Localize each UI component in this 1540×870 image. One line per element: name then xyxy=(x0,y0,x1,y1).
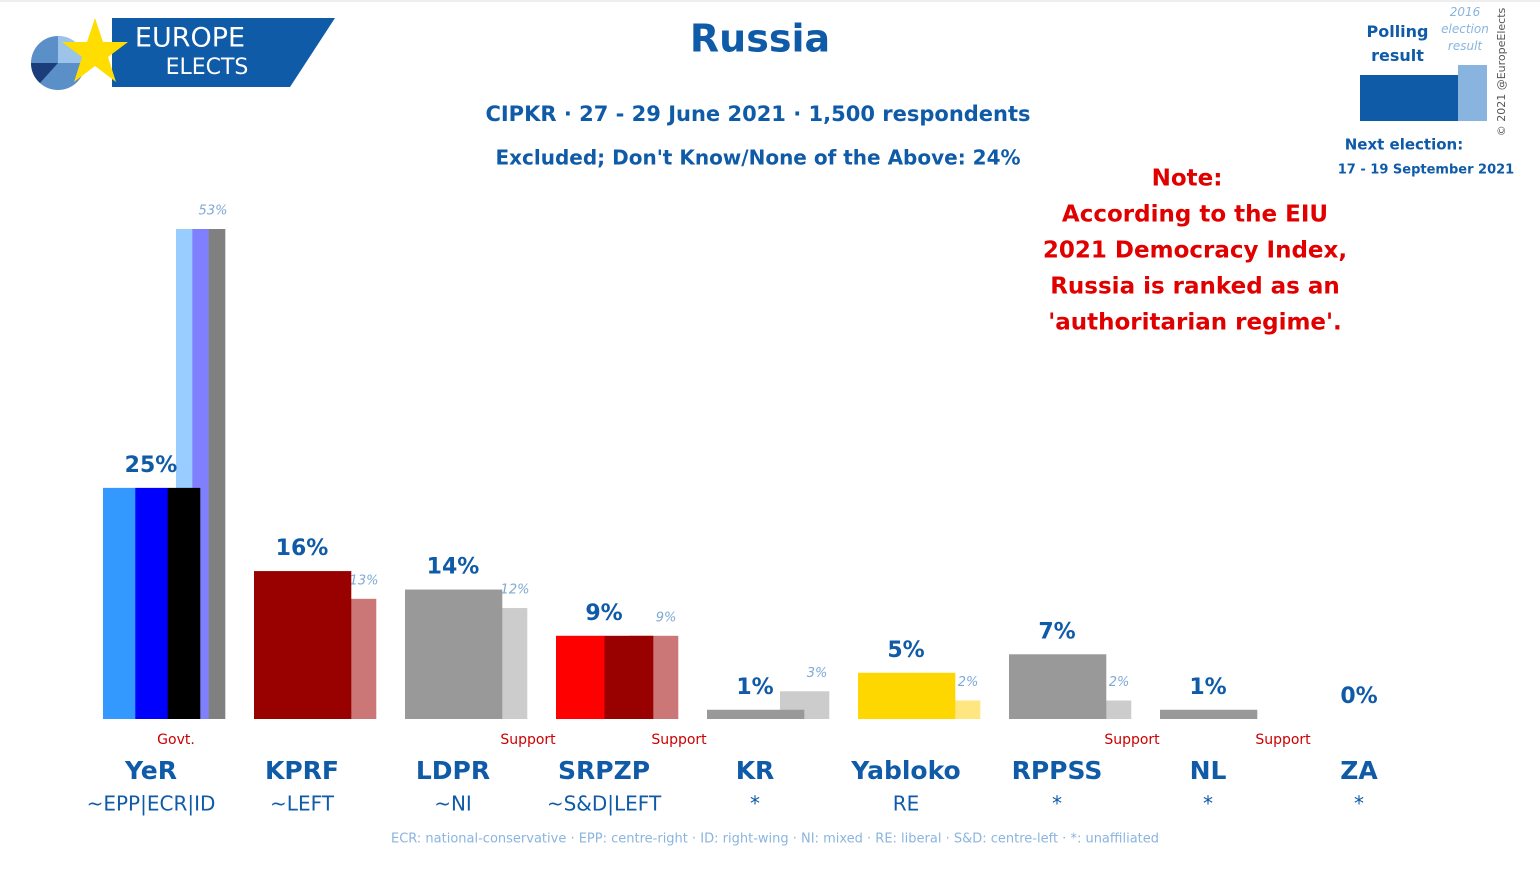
note-title: Note: xyxy=(1152,166,1223,192)
note-line: 2021 Democracy Index, xyxy=(1043,238,1347,264)
chart-subtitle: CIPKR · 27 - 29 June 2021 · 1,500 respon… xyxy=(485,102,1030,126)
footnote: ECR: national-conservative · EPP: centre… xyxy=(391,832,1159,847)
next-election-date: 17 - 19 September 2021 xyxy=(1338,163,1514,178)
value-label: 25% xyxy=(125,453,178,478)
x-tick-label: KR xyxy=(736,756,775,785)
logo-slice xyxy=(31,63,58,83)
x-tick-label: Yabloko xyxy=(850,756,960,785)
bar xyxy=(707,709,805,719)
status-label: Support xyxy=(1104,732,1160,748)
bar xyxy=(103,487,136,719)
legend-entry: 2016 election result xyxy=(1441,5,1489,53)
next-election-label: Next election: xyxy=(1345,136,1463,154)
note-line: Russia is ranked as an xyxy=(1050,274,1340,300)
x-tick-label: SRPZP xyxy=(558,756,650,785)
group-label: * xyxy=(750,792,760,816)
bar xyxy=(1009,654,1107,719)
value-label: 9% xyxy=(585,601,622,626)
x-tick-label: LDPR xyxy=(416,756,490,785)
chart-title: Russia xyxy=(690,17,830,61)
legend-swatch xyxy=(1458,65,1487,121)
logo-text: EUROPE xyxy=(135,23,245,54)
status-label: Support xyxy=(1255,732,1311,748)
x-tick-label: RPPSS xyxy=(1012,756,1103,785)
status-label: Support xyxy=(651,732,707,748)
x-tick-label: YeR xyxy=(124,756,177,785)
bar xyxy=(254,571,352,719)
group-label: * xyxy=(1354,792,1364,816)
chart-subtitle: Excluded; Don't Know/None of the Above: … xyxy=(495,146,1020,170)
election-label: 53% xyxy=(199,204,228,219)
group-label: * xyxy=(1203,792,1213,816)
logo-text: ELECTS xyxy=(166,55,249,80)
value-label: 14% xyxy=(427,555,480,580)
legend-entry: Polling result xyxy=(1366,22,1429,65)
x-tick-label: ZA xyxy=(1340,756,1378,785)
x-tick-label: NL xyxy=(1190,756,1227,785)
election-label: 2% xyxy=(958,675,979,690)
group-label: RE xyxy=(893,792,920,816)
bar xyxy=(556,635,605,719)
value-label: 0% xyxy=(1340,684,1377,709)
group-label: ~S&D|LEFT xyxy=(547,792,662,816)
logo-star xyxy=(62,18,128,82)
note-line: According to the EIU xyxy=(1062,202,1328,228)
value-label: 5% xyxy=(887,638,924,663)
value-label: 7% xyxy=(1038,619,1075,644)
election-label: 3% xyxy=(807,666,828,681)
election-label: 13% xyxy=(350,573,379,588)
group-label: ~EPP|ECR|ID xyxy=(87,792,216,816)
group-label: * xyxy=(1052,792,1062,816)
value-label: 1% xyxy=(1189,675,1226,700)
value-label: 16% xyxy=(276,536,329,561)
bar xyxy=(135,487,168,719)
logo-banner xyxy=(112,18,335,87)
bar xyxy=(858,672,956,719)
election-label: 9% xyxy=(656,610,677,625)
bar xyxy=(1160,709,1258,719)
x-tick-label: KPRF xyxy=(265,756,339,785)
election-label: 12% xyxy=(501,583,530,598)
copyright: © 2021 @EuropeElects xyxy=(1495,7,1508,136)
bar xyxy=(167,487,201,719)
legend-swatch xyxy=(1360,75,1458,121)
status-label: Govt. xyxy=(157,732,195,748)
bar xyxy=(405,589,503,719)
group-label: ~LEFT xyxy=(270,792,335,816)
value-label: 1% xyxy=(736,675,773,700)
bar xyxy=(208,229,226,719)
bar xyxy=(604,635,654,719)
election-label: 2% xyxy=(1109,675,1130,690)
note-line: 'authoritarian regime'. xyxy=(1048,310,1342,336)
group-label: ~NI xyxy=(434,792,472,816)
status-label: Support xyxy=(500,732,556,748)
